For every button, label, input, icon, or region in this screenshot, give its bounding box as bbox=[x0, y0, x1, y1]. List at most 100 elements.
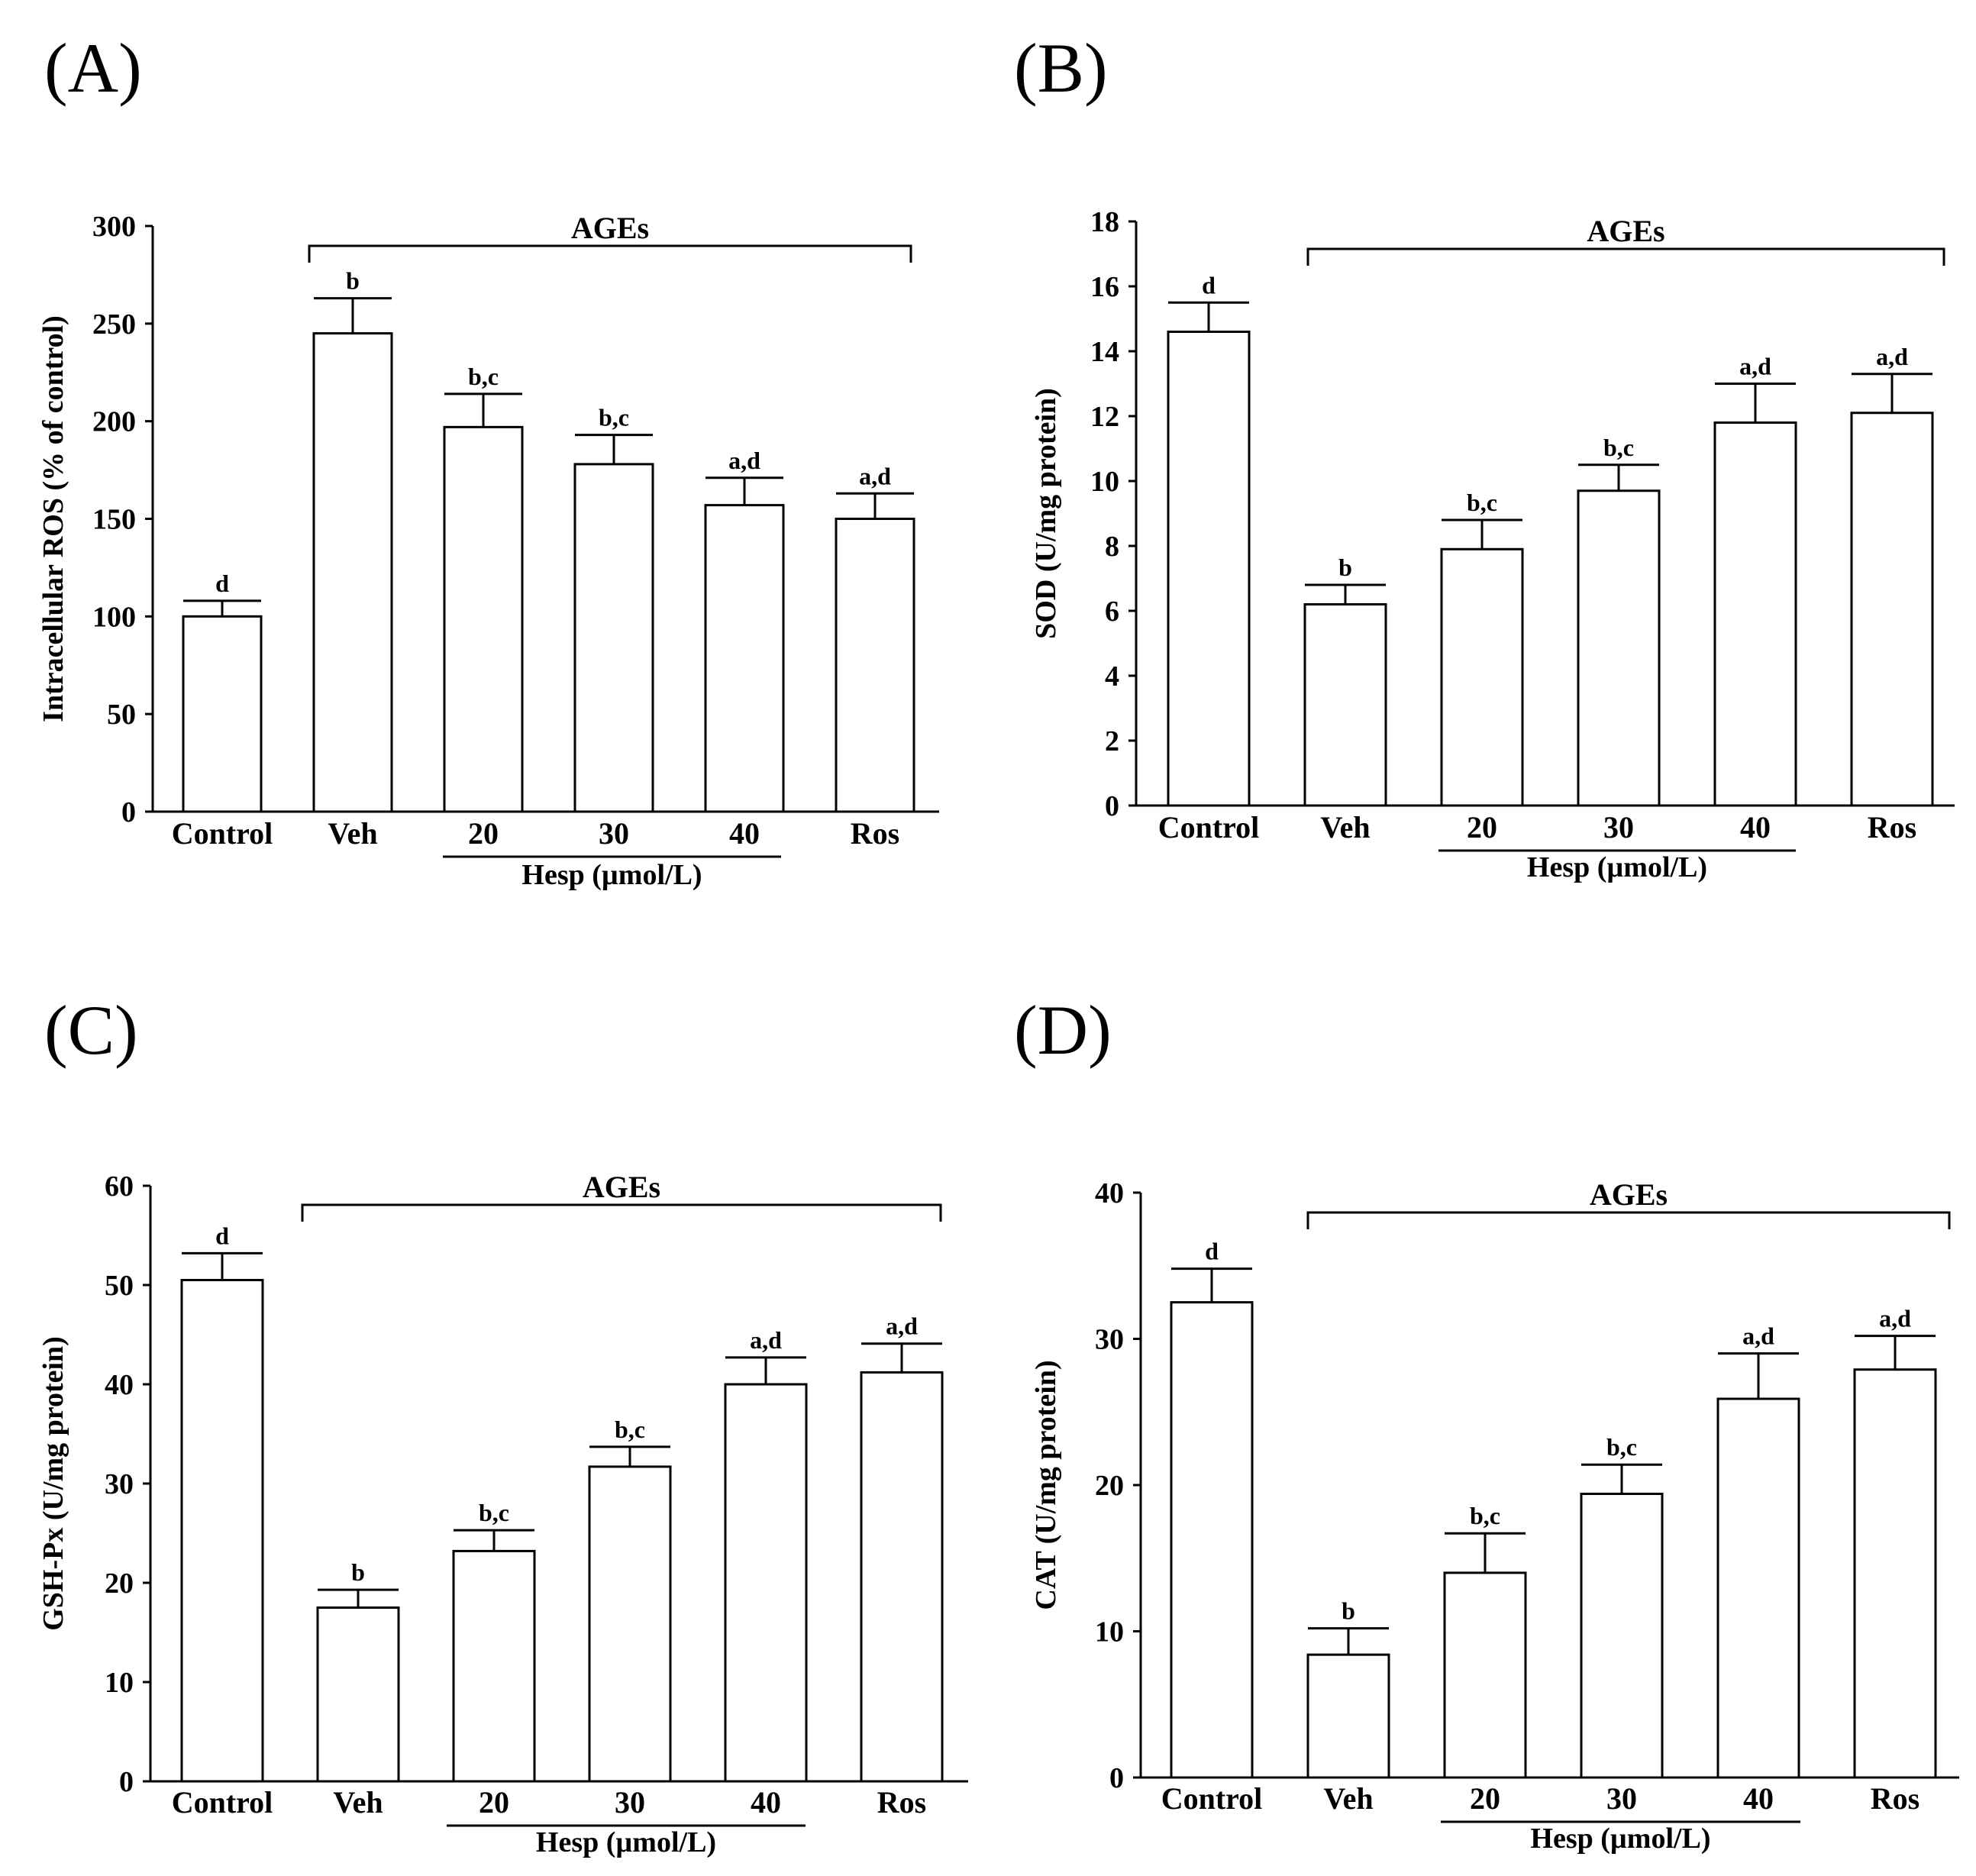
ages-bracket bbox=[1306, 1211, 1951, 1229]
category-label: Control bbox=[172, 816, 273, 851]
ages-bracket-label: AGEs bbox=[571, 211, 649, 245]
category-label: Ros bbox=[877, 1785, 926, 1819]
category-label: Veh bbox=[1320, 810, 1370, 844]
bar-40 bbox=[1713, 421, 1797, 807]
bar-30 bbox=[573, 463, 654, 813]
y-axis-label: CAT (U/mg protein) bbox=[1030, 1360, 1062, 1610]
category-label: 30 bbox=[599, 816, 629, 851]
significance-label: b bbox=[1338, 554, 1352, 581]
bar-40 bbox=[724, 1383, 808, 1783]
y-axis-label: SOD (U/mg protein) bbox=[1030, 388, 1062, 639]
y-tick-label: 6 bbox=[1105, 596, 1119, 628]
ages-bracket bbox=[1306, 247, 1945, 266]
chart-panel-2: (C) 0 10 20 30 40 50 60 GSH-Px (U/mg protein) d Co… bbox=[37, 991, 968, 1858]
significance-label: b,c bbox=[1467, 489, 1497, 516]
y-tick-label: 10 bbox=[105, 1667, 134, 1699]
y-tick-label: 100 bbox=[92, 601, 136, 633]
bar-20 bbox=[443, 425, 524, 813]
y-tick-label: 40 bbox=[1095, 1177, 1124, 1209]
significance-label: a,d bbox=[1742, 1322, 1774, 1350]
significance-label: a,d bbox=[1879, 1305, 1911, 1332]
significance-label: a,d bbox=[859, 462, 891, 489]
hesp-group-label: Hesp (µmol/L) bbox=[536, 1826, 716, 1858]
y-tick-label: 50 bbox=[107, 699, 136, 731]
significance-label: b,c bbox=[1470, 1502, 1500, 1529]
significance-label: d bbox=[215, 570, 229, 597]
y-tick-label: 10 bbox=[1090, 466, 1119, 498]
y-tick-label: 60 bbox=[105, 1170, 134, 1203]
bar-Veh bbox=[316, 1606, 400, 1783]
significance-label: a,d bbox=[728, 447, 760, 474]
y-tick-label: 10 bbox=[1095, 1616, 1124, 1648]
bar-Ros bbox=[835, 518, 915, 813]
ages-bracket bbox=[308, 244, 912, 263]
hesp-group-label: Hesp (µmol/L) bbox=[1527, 851, 1707, 883]
bar-20 bbox=[452, 1549, 536, 1783]
bar-40 bbox=[1716, 1397, 1800, 1779]
y-axis-label: GSH-Px (U/mg protein) bbox=[37, 1336, 69, 1631]
bar-30 bbox=[1577, 489, 1661, 807]
y-tick-label: 14 bbox=[1090, 336, 1119, 368]
bar-Control bbox=[180, 1279, 264, 1783]
bar-Veh bbox=[1303, 603, 1387, 807]
ages-bracket-label: AGEs bbox=[1590, 1177, 1668, 1212]
bar-40 bbox=[704, 504, 785, 813]
category-label: 20 bbox=[1470, 1781, 1500, 1816]
category-label: Veh bbox=[1323, 1781, 1373, 1816]
y-tick-label: 50 bbox=[105, 1270, 134, 1302]
significance-label: d bbox=[1202, 271, 1216, 299]
significance-label: b,c bbox=[615, 1416, 645, 1443]
category-label: 40 bbox=[751, 1785, 781, 1819]
category-label: Control bbox=[1158, 810, 1260, 844]
y-tick-label: 2 bbox=[1105, 725, 1119, 757]
category-label: 30 bbox=[1603, 810, 1634, 844]
category-label: Control bbox=[172, 1785, 273, 1819]
y-tick-label: 150 bbox=[92, 504, 136, 536]
ages-bracket bbox=[301, 1203, 942, 1222]
significance-label: b bbox=[346, 267, 360, 295]
y-tick-label: 16 bbox=[1090, 271, 1119, 303]
bar-20 bbox=[1443, 1571, 1527, 1779]
bar-30 bbox=[1580, 1492, 1664, 1779]
y-tick-label: 18 bbox=[1090, 206, 1119, 238]
category-label: 20 bbox=[479, 1785, 509, 1819]
y-axis-label: Intracellular ROS (% of control) bbox=[37, 315, 69, 722]
y-tick-label: 0 bbox=[121, 796, 136, 828]
significance-label: b,c bbox=[599, 404, 629, 431]
category-label: Ros bbox=[851, 816, 899, 851]
y-tick-label: 0 bbox=[119, 1766, 134, 1798]
category-label: 20 bbox=[1467, 810, 1497, 844]
bar-Control bbox=[182, 615, 263, 813]
panel-label: (B) bbox=[1014, 29, 1108, 107]
hesp-group-label: Hesp (µmol/L) bbox=[1530, 1823, 1710, 1855]
category-label: Ros bbox=[1871, 1781, 1919, 1816]
bar-Ros bbox=[1850, 412, 1934, 807]
significance-label: b,c bbox=[1603, 434, 1634, 461]
category-label: 40 bbox=[1743, 1781, 1774, 1816]
chart-panel-1: (B) 0 2 4 6 8 10 12 14 16 18 SOD (U/mg protein) d Con… bbox=[1014, 29, 1955, 883]
significance-label: b,c bbox=[479, 1499, 509, 1526]
bar-20 bbox=[1440, 547, 1524, 807]
bar-Ros bbox=[1853, 1368, 1937, 1779]
ages-bracket-label: AGEs bbox=[1587, 214, 1664, 248]
y-tick-label: 200 bbox=[92, 406, 136, 438]
hesp-group-label: Hesp (µmol/L) bbox=[521, 859, 702, 891]
category-label: 40 bbox=[729, 816, 760, 851]
significance-label: b,c bbox=[468, 363, 499, 390]
y-tick-label: 30 bbox=[105, 1468, 134, 1500]
significance-label: b bbox=[1342, 1597, 1355, 1625]
y-tick-label: 0 bbox=[1105, 790, 1119, 822]
y-tick-label: 12 bbox=[1090, 401, 1119, 433]
y-tick-label: 30 bbox=[1095, 1324, 1124, 1356]
y-tick-label: 0 bbox=[1109, 1762, 1124, 1794]
significance-label: a,d bbox=[1876, 343, 1908, 370]
y-tick-label: 250 bbox=[92, 308, 136, 341]
panel-label: (D) bbox=[1014, 991, 1112, 1069]
category-label: Veh bbox=[328, 816, 377, 851]
significance-label: d bbox=[215, 1222, 229, 1249]
category-label: Control bbox=[1161, 1781, 1263, 1816]
bar-30 bbox=[588, 1465, 672, 1783]
significance-label: b bbox=[351, 1558, 365, 1586]
y-tick-label: 300 bbox=[92, 211, 136, 243]
